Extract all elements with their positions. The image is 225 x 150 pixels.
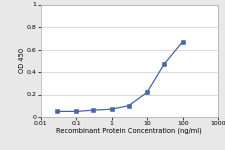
X-axis label: Recombinant Protein Concentration (ng/ml): Recombinant Protein Concentration (ng/ml… <box>56 128 202 134</box>
Y-axis label: OD 450: OD 450 <box>19 48 25 73</box>
